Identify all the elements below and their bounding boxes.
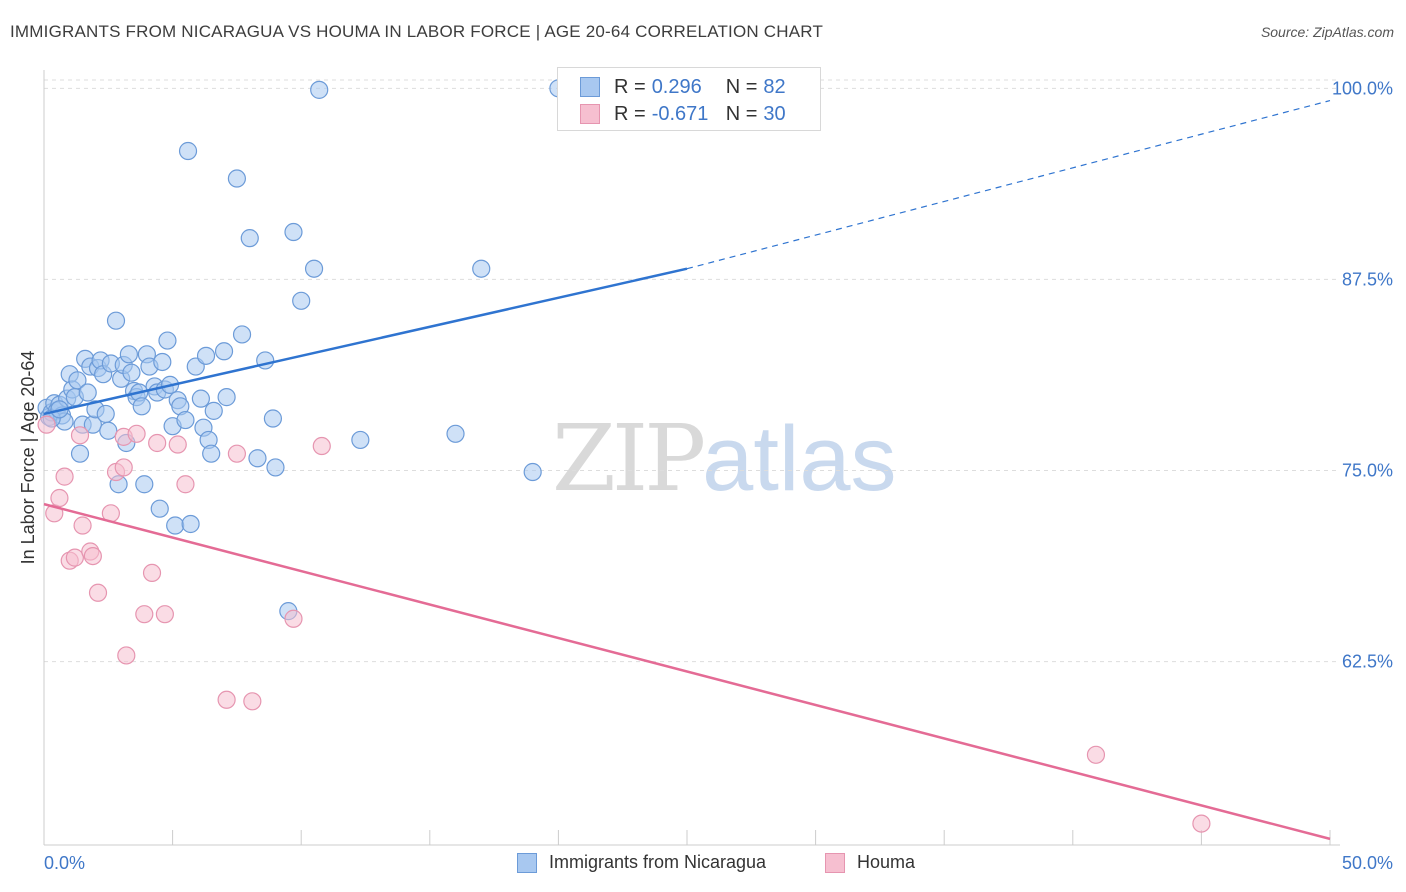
houma-point <box>1086 745 1106 764</box>
y-tick-label: 62.5% <box>1342 652 1393 672</box>
nicaragua-point <box>204 401 223 420</box>
houma-point <box>117 646 136 665</box>
houma-point <box>65 548 84 567</box>
legend-r-value: -0.671 <box>651 102 709 125</box>
nicaragua-point <box>248 449 267 468</box>
bottom-legend-swatch-blue <box>517 852 537 873</box>
bottom-legend-label: Immigrants from Nicaragua <box>549 852 767 872</box>
chart-title: IMMIGRANTS FROM NICARAGUA VS HOUMA IN LA… <box>10 22 824 41</box>
houma-point <box>83 546 102 566</box>
houma-point <box>155 605 174 624</box>
nicaragua-point <box>446 424 465 443</box>
houma-point <box>243 692 262 711</box>
nicaragua-point <box>176 410 195 430</box>
nicaragua-point <box>202 444 221 463</box>
houma-point <box>114 458 133 477</box>
houma-point <box>70 426 90 445</box>
houma-point <box>168 435 187 454</box>
nicaragua-point <box>132 397 151 416</box>
nicaragua-point <box>217 388 236 407</box>
legend-row-nicaragua: R = 0.296 N = 82 <box>580 74 786 100</box>
bottom-legend-houma: Houma <box>825 852 915 873</box>
nicaragua-point <box>191 389 210 408</box>
legend-swatch-blue <box>580 77 600 97</box>
nicaragua-point <box>78 383 97 402</box>
nicaragua-point <box>96 404 115 424</box>
houma-point <box>142 563 162 583</box>
x-tick-label: 50.0% <box>1342 853 1393 873</box>
houma-point <box>284 609 303 628</box>
houma-point <box>135 605 154 624</box>
nicaragua-point <box>181 514 200 534</box>
legend-row-houma: R = -0.671 N = 30 <box>580 101 786 127</box>
y-axis-label: In Labor Force | Age 20-64 <box>18 351 38 565</box>
houma-point <box>127 424 146 443</box>
bottom-legend-swatch-pink <box>825 852 845 873</box>
nicaragua-point <box>106 311 126 330</box>
houma-point <box>55 467 74 486</box>
nicaragua-point <box>99 421 118 440</box>
houma-point <box>88 583 108 602</box>
y-tick-label: 75.0% <box>1342 460 1393 480</box>
nicaragua-point <box>214 342 234 361</box>
nicaragua-trend-extension <box>686 99 1331 270</box>
houma-point <box>148 433 167 453</box>
legend-r-label: R = <box>614 102 646 125</box>
nicaragua-point <box>292 291 311 310</box>
legend-r-label: R = <box>614 75 646 98</box>
nicaragua-point <box>266 458 285 477</box>
nicaragua-point <box>135 475 154 494</box>
houma-point <box>50 488 69 508</box>
bottom-legend-label: Houma <box>857 852 916 872</box>
houma-trend-line <box>43 502 1331 841</box>
nicaragua-point <box>122 363 141 382</box>
x-tick-label: 0.0% <box>44 853 85 873</box>
correlation-legend: R = 0.296 N = 82 R = -0.671 N = 30 <box>557 67 821 131</box>
chart-source: Source: ZipAtlas.com <box>1260 24 1394 40</box>
nicaragua-point <box>70 444 90 463</box>
houma-point <box>176 475 195 494</box>
legend-n-value: 82 <box>763 75 786 98</box>
legend-n-value: 30 <box>763 102 786 125</box>
nicaragua-point <box>240 229 259 248</box>
nicaragua-point <box>178 141 198 161</box>
nicaragua-point <box>196 346 216 365</box>
nicaragua-point <box>119 345 138 364</box>
houma-point <box>312 436 331 456</box>
legend-r-value: 0.296 <box>651 75 702 98</box>
nicaragua-point <box>351 430 370 450</box>
nicaragua-point <box>158 331 177 350</box>
watermark-zip: ZIP <box>552 405 706 512</box>
watermark-atlas: atlas <box>702 408 897 510</box>
nicaragua-point <box>150 499 169 518</box>
nicaragua-point <box>523 462 542 482</box>
houma-point <box>73 516 92 535</box>
nicaragua-point <box>304 259 324 278</box>
nicaragua-point <box>232 325 252 344</box>
nicaragua-point <box>153 352 172 372</box>
nicaragua-point <box>166 516 185 535</box>
houma-point <box>1192 814 1211 833</box>
nicaragua-point <box>263 409 283 428</box>
nicaragua-point <box>310 80 329 99</box>
legend-n-label: N = <box>725 102 758 125</box>
houma-point <box>37 415 56 434</box>
nicaragua-point <box>68 371 87 390</box>
legend-swatch-pink <box>580 104 600 124</box>
legend-n-label: N = <box>725 75 758 98</box>
nicaragua-point <box>227 169 246 188</box>
y-tick-label: 87.5% <box>1342 269 1393 289</box>
bottom-legend-nicaragua: Immigrants from Nicaragua <box>517 852 766 873</box>
houma-point <box>217 690 236 709</box>
watermark: ZIPatlas <box>552 405 897 512</box>
nicaragua-trend-line <box>43 267 688 416</box>
nicaragua-point <box>472 259 491 278</box>
nicaragua-point <box>284 222 303 242</box>
houma-point <box>227 444 246 463</box>
y-tick-label: 100.0% <box>1332 78 1393 98</box>
